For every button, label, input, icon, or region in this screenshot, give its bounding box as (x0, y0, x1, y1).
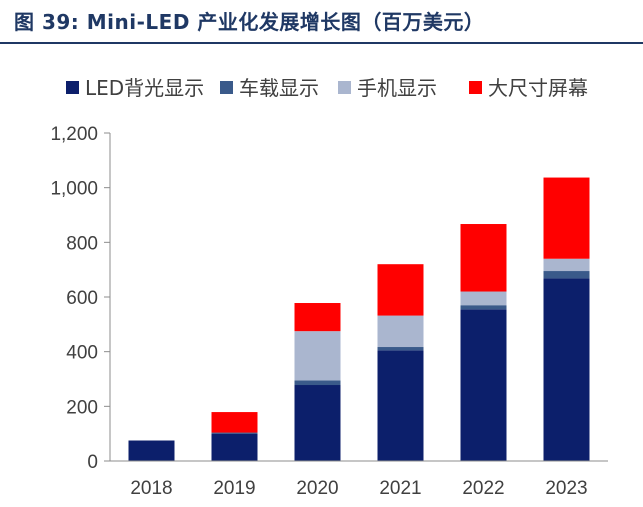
bar-2023-series-3 (543, 177, 590, 259)
figure-title: 图 39: Mini-LED 产业化发展增长图（百万美元） (14, 6, 484, 38)
y-tick-label: 200 (66, 397, 98, 418)
legend-label-1: 车载显示 (239, 76, 319, 100)
legend-label-0: LED背光显示 (85, 76, 204, 100)
bar-2019-series-1 (211, 432, 258, 434)
bar-2021-series-2 (377, 315, 424, 348)
y-axis: 0 200 400 600 800 1,000 1,200 (50, 124, 111, 473)
bar-2020-series-1 (294, 380, 341, 386)
x-tick-label-2022: 2022 (462, 478, 504, 499)
bar-2020-series-2 (294, 331, 341, 381)
bar-2020-series-0 (294, 385, 341, 461)
bar-2020-series-3 (294, 303, 341, 332)
x-tick-label-2020: 2020 (296, 478, 338, 499)
bar-2023-series-2 (543, 258, 590, 272)
x-tick-label-2018: 2018 (130, 478, 172, 499)
bar-2019-series-3 (211, 412, 258, 433)
y-tick-label: 1,200 (50, 124, 98, 145)
legend-swatch-3 (469, 81, 482, 94)
y-tick-label: 400 (66, 343, 98, 364)
bar-2023-series-1 (543, 271, 590, 279)
bar-2023-series-0 (543, 278, 590, 461)
bar-2021-series-1 (377, 347, 424, 351)
y-tick-label: 800 (66, 233, 98, 254)
bar-2022-series-1 (460, 305, 507, 310)
legend-label-3: 大尺寸屏幕 (488, 76, 588, 100)
y-tick-label: 1,000 (50, 179, 98, 200)
bars (128, 177, 590, 461)
legend-swatch-0 (66, 81, 79, 94)
figure-label: 图 39: (14, 10, 80, 34)
legend-swatch-2 (338, 81, 351, 94)
bar-2018-series-0 (128, 440, 175, 461)
bar-2019-series-0 (211, 433, 258, 461)
legend-swatch-1 (220, 81, 233, 94)
bar-2021-series-0 (377, 350, 424, 461)
chart-legend: LED背光显示 车载显示 手机显示 大尺寸屏幕 (66, 76, 588, 100)
bar-2022-series-2 (460, 291, 507, 306)
x-tick-label-2019: 2019 (213, 478, 255, 499)
bar-2021-series-3 (377, 264, 424, 316)
x-axis: 2018 2019 2020 2021 2022 2023 (110, 460, 608, 499)
y-tick-label: 0 (87, 452, 98, 473)
bar-2022-series-3 (460, 224, 507, 292)
title-rule (0, 42, 643, 44)
legend-label-2: 手机显示 (357, 76, 437, 100)
bar-2022-series-0 (460, 309, 507, 461)
figure-title-text: Mini-LED 产业化发展增长图（百万美元） (86, 10, 485, 34)
x-tick-label-2021: 2021 (379, 478, 421, 499)
y-tick-label: 600 (66, 288, 98, 309)
x-tick-label-2023: 2023 (545, 478, 587, 499)
